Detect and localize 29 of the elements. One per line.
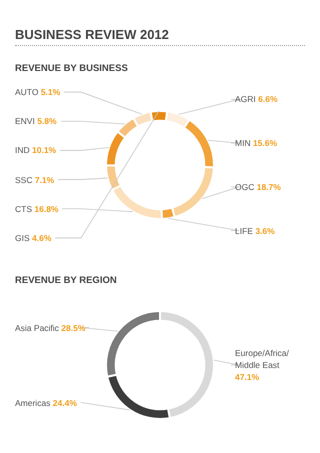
slice-label: AGRI (235, 94, 256, 104)
slice-label: LIFE (235, 226, 253, 236)
slice-label: AUTO (15, 87, 38, 98)
data-label: 28.5% (61, 322, 86, 332)
data-label: 7.1% (34, 174, 54, 185)
slice-label: ENVI (15, 116, 35, 126)
data-label: 10.1% (32, 145, 56, 156)
data-label: 5.8% (37, 116, 57, 126)
slice-label: Europe/Africa/ Middle East (235, 348, 289, 370)
slice-label: SSC (15, 174, 32, 185)
chart-title: BUSINESS REVIEW 2012 (15, 27, 169, 42)
data-label: 3.6% (255, 226, 275, 236)
slice-label: Americas (15, 398, 50, 408)
data-label: 4.6% (32, 232, 52, 243)
data-label: 6.6% (258, 94, 278, 104)
slice-label: MIN (235, 138, 251, 148)
chart-subtitle: REVENUE BY BUSINESS (15, 63, 128, 74)
data-label: 47.1% (235, 372, 260, 382)
slice-label: CTS (15, 204, 32, 214)
data-label: 24.4% (52, 398, 77, 408)
slice-label: GIS (15, 232, 30, 243)
slice-label: Asia Pacific (15, 322, 59, 332)
chart-title: REVENUE BY REGION (15, 275, 117, 286)
data-label: 18.7% (256, 182, 281, 192)
slice-label: OGC (235, 182, 254, 192)
data-label: 15.6% (252, 138, 278, 148)
data-label: 16.8% (34, 204, 58, 214)
slice-label: IND (15, 145, 30, 156)
data-label: 5.1% (40, 87, 60, 98)
